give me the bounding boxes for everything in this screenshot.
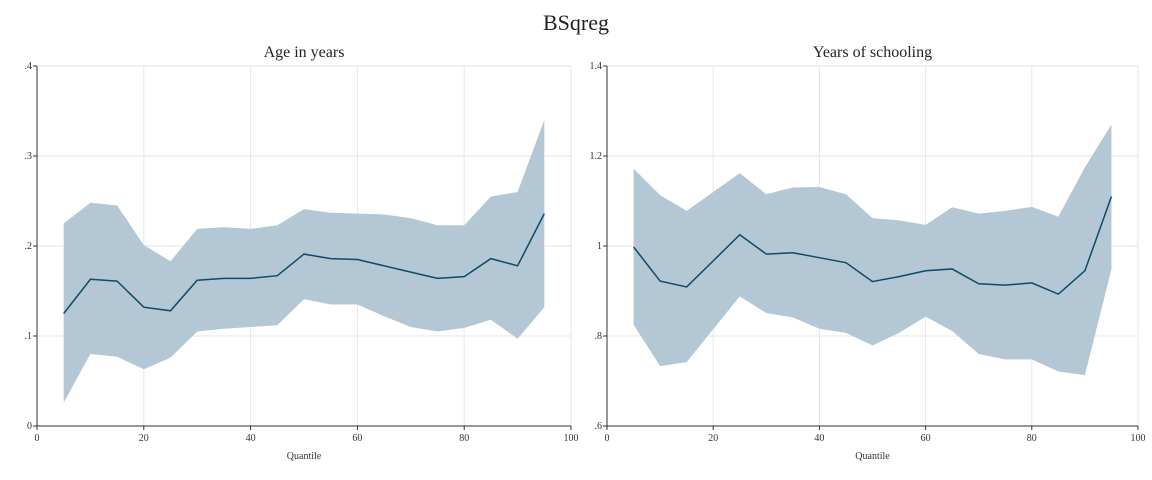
x-tick-label: 20 xyxy=(139,433,149,444)
y-tick-label: 1.2 xyxy=(590,151,603,162)
x-tick-label: 80 xyxy=(1027,433,1037,444)
y-tick-label: .8 xyxy=(595,331,603,342)
x-tick-label: 60 xyxy=(352,433,362,444)
x-tick-label: 40 xyxy=(246,433,256,444)
x-tick-label: 40 xyxy=(814,433,824,444)
estimate-line xyxy=(632,196,1113,296)
y-tick-label: .6 xyxy=(595,421,603,432)
x-tick-label: 0 xyxy=(35,433,40,444)
x-tick-label: 100 xyxy=(564,433,579,444)
y-tick-label: 1.4 xyxy=(590,61,603,72)
panel-title: Age in years xyxy=(264,44,345,61)
panel-title: Years of schooling xyxy=(813,44,932,61)
y-tick-label: .3 xyxy=(25,151,33,162)
x-tick-label: 20 xyxy=(708,433,718,444)
x-tick-label: 80 xyxy=(459,433,469,444)
panel-age-in-years: 0 .1 .2 .3 .4 0 20 40 60 80 100 Age in years Quantil… xyxy=(25,44,579,462)
y-tick-label: 0 xyxy=(27,421,32,432)
panel-years-of-schooling: .6 .8 1 1.2 1.4 0 20 40 60 80 100 Years of schoolin… xyxy=(590,44,1146,462)
y-tick-label: .4 xyxy=(25,61,33,72)
x-axis-label: Quantile xyxy=(287,451,322,462)
x-tick-label: 100 xyxy=(1131,433,1146,444)
confidence-band xyxy=(63,120,545,403)
x-tick-label: 60 xyxy=(921,433,931,444)
y-tick-label: .2 xyxy=(25,241,33,252)
estimate-line xyxy=(63,213,545,314)
x-axis-label: Quantile xyxy=(855,451,890,462)
figure-title: BSqreg xyxy=(543,10,609,35)
y-tick-label: .1 xyxy=(25,331,33,342)
y-tick-label: 1 xyxy=(597,241,602,252)
x-tick-label: 0 xyxy=(605,433,610,444)
confidence-band xyxy=(633,124,1112,376)
